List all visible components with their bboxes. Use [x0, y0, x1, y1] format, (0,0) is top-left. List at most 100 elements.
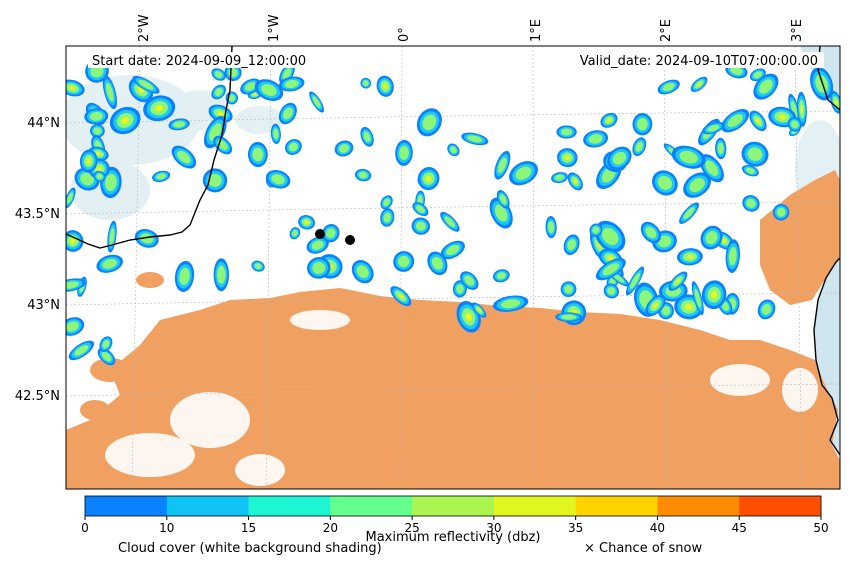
- terrain-layer: [66, 170, 840, 489]
- colorbar-tick-label: 50: [813, 521, 828, 535]
- reflectivity-cell: [707, 124, 720, 132]
- valid-date-box: [556, 52, 824, 68]
- reflectivity-cell: [685, 303, 693, 311]
- reflectivity-cell: [705, 231, 718, 245]
- reflectivity-cell: [282, 68, 292, 80]
- reflectivity-cell: [422, 114, 437, 131]
- reflectivity-cell: [607, 255, 614, 261]
- reflectivity-cell: [645, 226, 657, 239]
- reflectivity-cell: [446, 244, 460, 256]
- reflectivity-cell: [173, 121, 185, 128]
- reflectivity-cell: [254, 263, 262, 270]
- reflectivity-cell: [140, 233, 154, 244]
- reflectivity-cell: [383, 198, 390, 207]
- reflectivity-cell: [216, 265, 226, 284]
- colorbar-swatches: [85, 496, 822, 516]
- reflectivity-cell: [564, 284, 573, 294]
- reflectivity-cell: [496, 272, 506, 280]
- reflectivity-cell: [497, 157, 507, 174]
- reflectivity-cell: [96, 173, 103, 180]
- map-panel: Start date: 2024-09-09_12:00:00 Valid_da…: [66, 46, 840, 489]
- reflectivity-cell: [104, 173, 117, 192]
- reflectivity-cell: [554, 174, 565, 181]
- reflectivity-cell: [101, 351, 112, 362]
- colorbar-swatch: [739, 496, 822, 516]
- reflectivity-cell: [89, 111, 103, 121]
- reflectivity-cell: [547, 221, 555, 234]
- colorbar-swatch: [657, 496, 740, 516]
- reflectivity-cell: [311, 240, 324, 250]
- reflectivity-cell: [635, 141, 644, 152]
- reflectivity-cell: [755, 118, 761, 124]
- colorbar-swatch: [575, 496, 658, 516]
- reflectivity-cell: [694, 288, 702, 308]
- lon-tick-label: 1°E: [529, 19, 544, 42]
- reflectivity-cell: [606, 118, 612, 123]
- marker-point-b: [345, 235, 355, 245]
- reflectivity-cell: [209, 123, 222, 142]
- reflectivity-cell: [683, 207, 695, 220]
- reflectivity-cell: [592, 226, 600, 234]
- reflectivity-cell: [156, 173, 167, 180]
- reflectivity-cell: [398, 293, 404, 299]
- reflectivity-cell: [252, 147, 264, 162]
- reflectivity-cell: [657, 235, 672, 248]
- reflectivity-cell: [567, 239, 576, 251]
- reflectivity-cell: [778, 114, 786, 120]
- reflectivity-cell: [363, 131, 371, 143]
- reflectivity-cell: [288, 142, 299, 152]
- reflectivity-cell: [629, 272, 641, 289]
- start-date-box: [88, 52, 328, 68]
- reflectivity-cell: [383, 212, 392, 223]
- reflectivity-cell: [397, 255, 410, 268]
- reflectivity-cell: [477, 308, 481, 312]
- reflectivity-cell: [179, 267, 190, 285]
- reflectivity-cell: [356, 265, 369, 279]
- reflectivity-cell: [705, 160, 719, 176]
- reflectivity-cell: [561, 128, 573, 136]
- reflectivity-cell: [273, 128, 279, 140]
- reflectivity-cell: [214, 71, 223, 78]
- reflectivity-cell: [109, 227, 115, 246]
- reflectivity-cell: [721, 238, 727, 243]
- reflectivity-cell: [494, 204, 508, 222]
- reflectivity-cell: [261, 84, 277, 97]
- reflectivity-cell: [573, 179, 578, 184]
- colorbar-label-cloud: Cloud cover (white background shading): [118, 541, 382, 556]
- reflectivity-cell: [228, 94, 236, 102]
- reflectivity-cell: [66, 321, 79, 332]
- reflectivity-cell: [214, 87, 223, 97]
- reflectivity-cell: [601, 227, 619, 246]
- reflectivity-cell: [834, 99, 838, 106]
- reflectivity-cell: [467, 135, 483, 143]
- reflectivity-cell: [271, 174, 285, 185]
- reflectivity-cell: [66, 192, 74, 204]
- lon-tick-label: 2°W: [137, 14, 152, 42]
- reflectivity-cell: [282, 107, 293, 120]
- reflectivity-cell: [607, 286, 616, 296]
- terrain-gaps: [105, 310, 818, 486]
- reflectivity-cell: [657, 175, 673, 190]
- colorbar-tick-label: 0: [81, 521, 89, 535]
- reflectivity-cell: [636, 118, 648, 131]
- reflectivity-cell: [80, 172, 94, 186]
- reflectivity-cell: [711, 291, 718, 299]
- reflectivity-cell: [208, 173, 222, 188]
- reflectivity-cell: [515, 166, 532, 180]
- reflectivity-cell: [70, 238, 76, 244]
- reflectivity-cell: [612, 151, 627, 165]
- reflectivity-cell: [416, 205, 425, 213]
- valid-date-label: Valid_date: 2024-09-10T07:00:00.00: [580, 54, 818, 69]
- reflectivity-cell: [686, 254, 694, 259]
- reflectivity-cell: [800, 104, 804, 114]
- reflectivity-cell: [675, 278, 681, 284]
- reflectivity-cell: [730, 66, 743, 75]
- lon-tick-label: 1°W: [267, 14, 282, 42]
- reflectivity-cell: [217, 111, 224, 116]
- reflectivity-cell: [790, 120, 799, 129]
- reflectivity-cell: [244, 82, 257, 91]
- reflectivity-cell: [653, 302, 659, 309]
- colorbar-tick-label: 40: [650, 521, 665, 535]
- reflectivity-cell: [662, 82, 675, 92]
- reflectivity-cell: [383, 83, 388, 89]
